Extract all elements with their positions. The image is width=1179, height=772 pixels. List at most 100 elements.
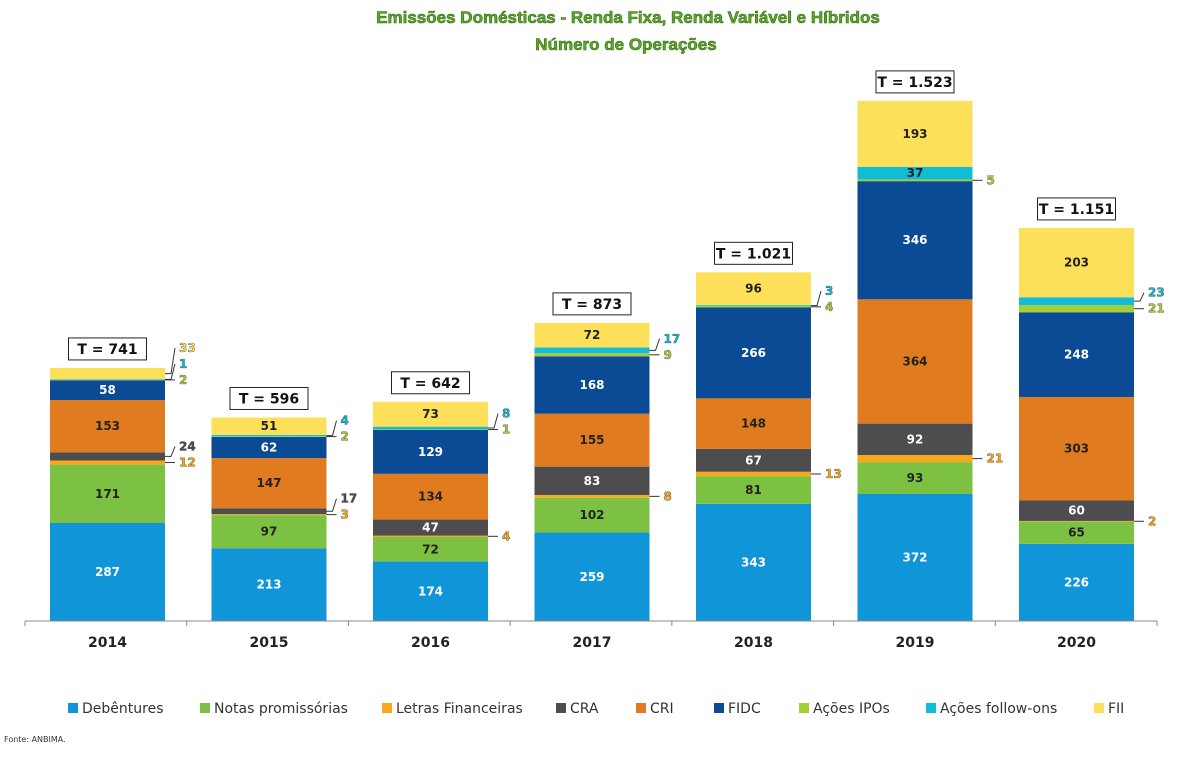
total-label-2019: T = 1.523 <box>877 75 952 91</box>
data-label-cri-2020: 303 <box>1064 442 1089 456</box>
data-label-fii-2018: 96 <box>745 282 762 296</box>
callout-label-letras-financeiras-2016: 4 <box>502 529 510 543</box>
bar-segment-fidc-2020 <box>1019 312 1134 397</box>
bar-segment-fidc-2014 <box>50 380 165 401</box>
data-label-acoes-follow-ons-2019: 37 <box>907 166 924 180</box>
legend-label-cra: CRA <box>570 701 599 717</box>
data-label-fidc-2019: 346 <box>902 233 927 247</box>
legend-label-notas-promissorias: Notas promissórias <box>214 701 348 717</box>
callout-label-acoes-ipos-2015: 2 <box>341 430 349 444</box>
bar-segment-notas-promissorias-2016 <box>373 536 488 562</box>
bar-segment-fii-2015 <box>211 417 327 435</box>
data-label-fidc-2018: 266 <box>741 346 766 360</box>
data-label-notas-promissorias-2020: 65 <box>1068 526 1085 540</box>
data-label-cra-2020: 60 <box>1068 504 1085 518</box>
data-label-cra-2017: 83 <box>584 474 601 488</box>
bar-segment-cra-2020 <box>1019 500 1134 521</box>
callout-label-letras-financeiras-2018: 13 <box>825 467 842 481</box>
bar-segment-acoes-ipos-2017 <box>534 353 650 357</box>
bar-segment-fidc-2018 <box>696 307 811 399</box>
data-label-cra-2019: 92 <box>907 432 924 446</box>
bar-segment-acoes-ipos-2015 <box>211 436 327 437</box>
chart-subtitle: Número de Operações <box>535 35 716 54</box>
bar-segment-cri-2015 <box>211 458 327 509</box>
data-label-cri-2019: 364 <box>902 354 927 368</box>
data-label-fidc-2014: 58 <box>99 383 116 397</box>
bar-segment-fii-2016 <box>373 401 488 427</box>
data-label-cra-2016: 47 <box>422 521 439 535</box>
legend-swatch-acoes-ipos <box>799 703 809 713</box>
bar-segment-notas-promissorias-2019 <box>857 462 973 494</box>
callout-label-acoes-ipos-2016: 1 <box>502 423 510 437</box>
bar-segment-fii-2014 <box>50 367 165 380</box>
bar-segment-notas-promissorias-2017 <box>534 497 650 533</box>
data-label-notas-promissorias-2015: 97 <box>261 525 278 539</box>
data-label-cra-2018: 67 <box>745 453 762 467</box>
bar-segment-letras-financeiras-2015 <box>211 514 327 516</box>
callout-label-acoes-ipos-2014: 2 <box>179 373 187 387</box>
data-label-debentures-2015: 213 <box>256 578 281 592</box>
data-label-notas-promissorias-2017: 102 <box>579 508 604 522</box>
bar-segment-acoes-follow-ons-2020 <box>1019 297 1134 306</box>
data-label-debentures-2018: 343 <box>741 555 766 569</box>
total-box-2017 <box>552 292 632 316</box>
callout-label-acoes-follow-ons-2014: 1 <box>179 357 187 371</box>
callout-line-cra-2015 <box>326 498 337 512</box>
bar-segment-fidc-2016 <box>373 429 488 474</box>
bar-segment-fii-2018 <box>696 272 811 306</box>
callout-line-acoes-follow-ons-2018 <box>811 290 822 307</box>
total-box-2020 <box>1037 197 1116 221</box>
callout-label-letras-financeiras-2014: 12 <box>179 456 196 470</box>
callout-label-acoes-follow-ons-2018: 3 <box>825 284 833 298</box>
legend-label-fidc: FIDC <box>728 701 761 717</box>
x-tick-label-2014: 2014 <box>88 635 127 651</box>
data-label-fii-2016: 73 <box>422 407 439 421</box>
data-label-debentures-2017: 259 <box>579 570 604 584</box>
total-box-2016 <box>391 371 470 395</box>
x-tick-label-2020: 2020 <box>1057 635 1096 651</box>
legend-swatch-cra <box>556 703 566 713</box>
bar-segment-acoes-follow-ons-2018 <box>696 305 811 307</box>
bar-segment-cra-2014 <box>50 452 165 461</box>
bar-segment-letras-financeiras-2014 <box>50 460 165 465</box>
bar-segment-acoes-ipos-2016 <box>373 429 488 431</box>
callout-label-acoes-follow-ons-2020: 23 <box>1148 286 1165 300</box>
legend: Debêntures Notas promissórias Letras Finan… <box>68 701 1124 717</box>
data-label-debentures-2020: 226 <box>1064 575 1089 589</box>
total-box-2015 <box>229 386 309 410</box>
total-label-2018: T = 1.021 <box>716 246 791 262</box>
x-tick-label-2017: 2017 <box>573 635 612 651</box>
data-label-notas-promissorias-2019: 93 <box>907 471 924 485</box>
data-label-fii-2020: 203 <box>1064 256 1089 270</box>
bar-segment-acoes-follow-ons-2014 <box>50 379 165 380</box>
callout-line-fii-2014 <box>165 347 176 375</box>
x-axis: 2014 2015 2016 2017 2018 2019 2020 <box>24 620 1158 651</box>
bar-segment-acoes-ipos-2019 <box>857 179 973 182</box>
bar-segment-acoes-follow-ons-2016 <box>373 426 488 430</box>
total-label-2020: T = 1.151 <box>1039 202 1114 218</box>
callout-line-acoes-follow-ons-2015 <box>326 420 337 437</box>
legend-label-acoes-ipos: Ações IPOs <box>813 701 890 717</box>
bar-segment-notas-promissorias-2020 <box>1019 521 1134 544</box>
bar-segment-acoes-follow-ons-2017 <box>534 347 650 354</box>
legend-swatch-debentures <box>68 703 78 713</box>
bar-segment-cri-2020 <box>1019 396 1134 501</box>
bar-segment-cra-2017 <box>534 466 650 495</box>
callout-label-acoes-ipos-2018: 4 <box>825 300 833 314</box>
callout-label-cra-2014: 24 <box>179 440 196 454</box>
bar-segment-cri-2019 <box>857 299 973 424</box>
callout-line-acoes-follow-ons-2017 <box>649 338 660 351</box>
bar-segment-notas-promissorias-2018 <box>696 476 811 504</box>
data-label-fii-2019: 193 <box>902 127 927 141</box>
data-label-fii-2017: 72 <box>584 328 601 342</box>
bar-segment-notas-promissorias-2015 <box>211 515 327 549</box>
callout-line-acoes-follow-ons-2016 <box>488 413 499 429</box>
bar-segment-letras-financeiras-2019 <box>857 455 973 463</box>
callout-line-acoes-follow-ons-2020 <box>1134 292 1145 302</box>
bar-segment-acoes-ipos-2014 <box>50 379 165 381</box>
x-tick-label-2016: 2016 <box>411 635 450 651</box>
legend-label-cri: CRI <box>650 701 674 717</box>
data-label-fidc-2016: 129 <box>418 445 443 459</box>
